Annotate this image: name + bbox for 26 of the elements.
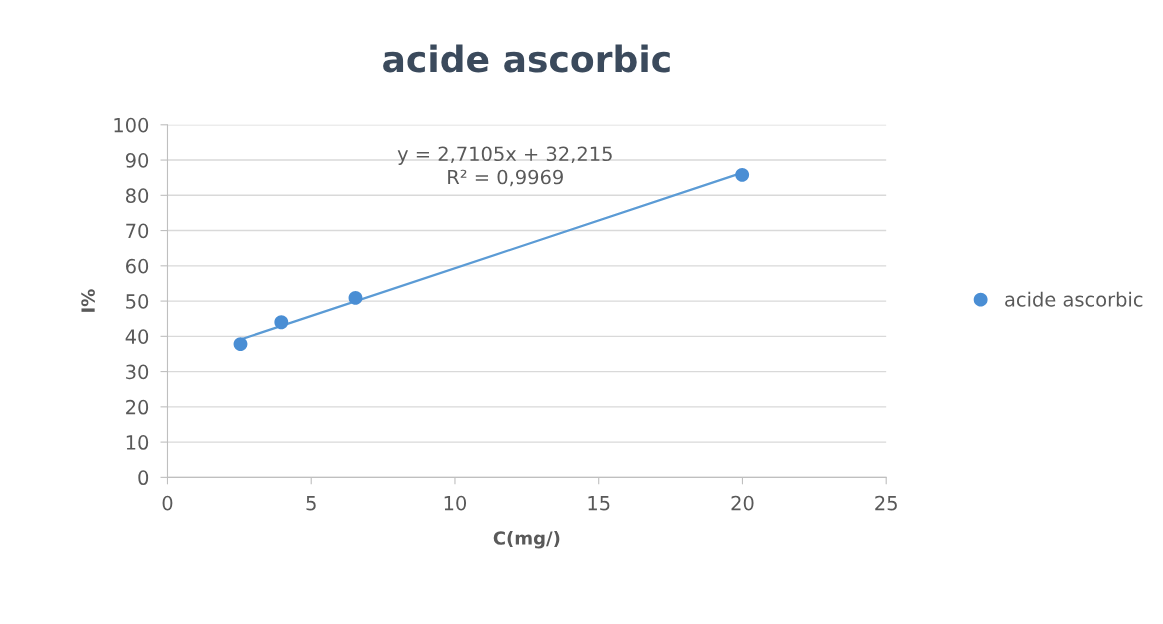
- point: [348, 290, 363, 305]
- annotation: y = 2,7105x + 32,215 R² = 0,9969: [397, 146, 612, 187]
- y-tick-label: 20: [126, 399, 149, 415]
- point: [274, 315, 289, 330]
- x-tick-label: 20: [731, 495, 754, 511]
- y-tick-label: 80: [125, 188, 149, 203]
- y-tick-label: 70: [126, 223, 149, 239]
- y-axis-title: I%: [81, 289, 95, 312]
- legend-label: acide ascorbic: [1005, 291, 1143, 307]
- y-tick-label: 0: [138, 470, 149, 486]
- x-tick-label: 25: [875, 495, 897, 511]
- y-tick-label: 100: [114, 117, 149, 133]
- x-tick-label: 5: [306, 496, 316, 511]
- y-tick-label: 40: [125, 329, 149, 344]
- y-tick-label: 30: [126, 364, 149, 380]
- x-tick-label: 0: [162, 495, 173, 511]
- x-axis-title: C(mg/): [493, 530, 560, 549]
- point: [233, 337, 248, 352]
- point: [735, 167, 750, 182]
- x-tick-label: 15: [588, 496, 610, 511]
- y-tick-label: 50: [126, 294, 149, 309]
- y-tick-label: 90: [125, 153, 149, 168]
- y-tick-label: 10: [126, 435, 149, 450]
- x-tick-label: 10: [444, 495, 467, 511]
- y-tick-label: 60: [126, 258, 149, 274]
- chart-title: acide ascorbic: [383, 44, 670, 73]
